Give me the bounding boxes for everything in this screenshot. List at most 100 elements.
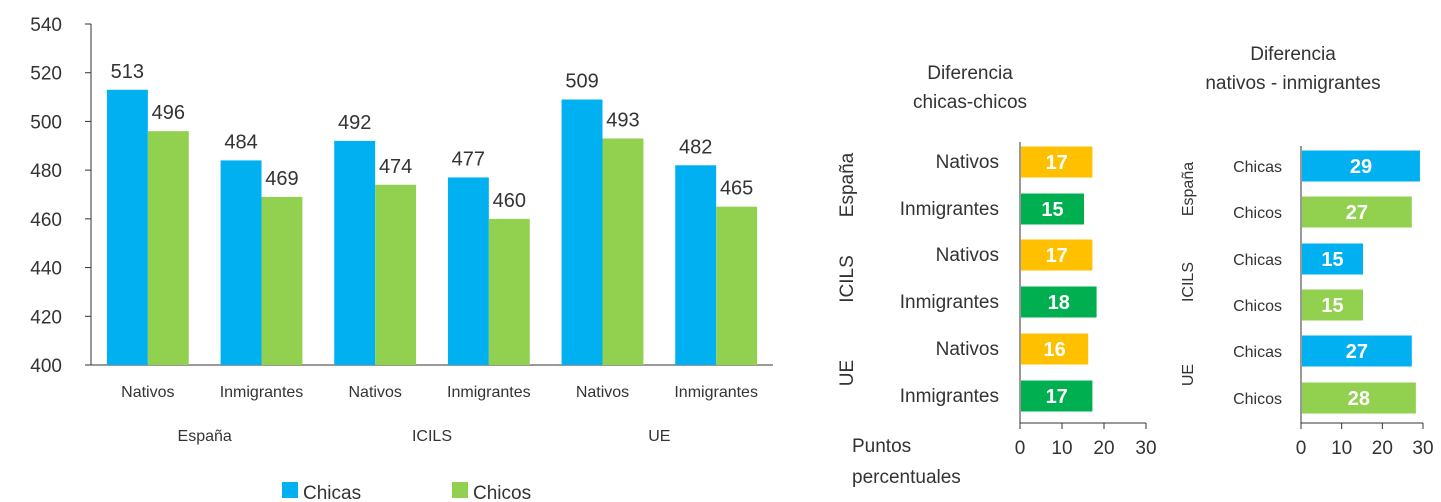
data-label: 17 [1046, 245, 1068, 267]
data-label: 28 [1348, 388, 1370, 410]
data-label: 496 [152, 102, 185, 124]
category-label: Nativos [348, 384, 401, 401]
data-label: 29 [1350, 156, 1372, 178]
chart-title: nativos - inmigrantes [1205, 73, 1380, 94]
x-tick-label: 10 [1051, 438, 1072, 459]
x-axis-label: percentuales [852, 467, 961, 488]
data-label: 493 [606, 109, 639, 131]
y-tick-label: 400 [30, 356, 62, 377]
category-label: Chicos [1233, 298, 1282, 315]
data-label: 492 [338, 112, 371, 134]
middle-chart: Diferencia chicas-chicos 0 10 20 30 17 Nativos 1… [837, 63, 1157, 488]
group-label: ICILS [837, 255, 858, 303]
bar-chicas [220, 160, 262, 365]
category-label: Nativos [936, 152, 999, 173]
chart-title: Diferencia [927, 63, 1013, 84]
bar-chicos [375, 184, 417, 365]
data-label: 27 [1346, 202, 1368, 224]
x-axis-label: Puntos [852, 436, 911, 457]
x-tick-label: 20 [1372, 438, 1393, 459]
data-label: 15 [1041, 199, 1063, 221]
data-label: 482 [679, 136, 712, 158]
bar [1021, 239, 1093, 271]
bar-chicas [561, 99, 603, 365]
category-label: Inmigrantes [674, 384, 758, 401]
bar-chicos [716, 206, 758, 365]
data-label: 17 [1046, 152, 1068, 174]
x-tick-label: 10 [1331, 438, 1352, 459]
y-tick-label: 440 [30, 259, 62, 280]
bar-chicos [602, 138, 644, 365]
bar-chicas [106, 89, 148, 365]
legend-label: Chicas [303, 483, 361, 502]
bar [1021, 286, 1097, 318]
data-label: 477 [452, 148, 485, 170]
bar-chicas [447, 177, 489, 365]
group-label: UE [1180, 364, 1197, 386]
x-tick-label: 30 [1412, 438, 1433, 459]
bar [1021, 193, 1084, 225]
category-label: Nativos [576, 384, 629, 401]
data-label: 513 [111, 61, 144, 83]
bar [1302, 243, 1363, 275]
data-label: 465 [720, 178, 753, 200]
bar [1302, 289, 1363, 321]
legend-swatch-chicas [282, 482, 298, 498]
category-label: Chicos [1233, 205, 1282, 222]
group-label: España [178, 428, 232, 445]
category-label: Chicos [1233, 391, 1282, 408]
data-label: 484 [224, 131, 257, 153]
y-tick-label: 540 [30, 15, 62, 36]
bar-chicas [675, 165, 717, 365]
data-label: 27 [1346, 341, 1368, 363]
bar [1302, 196, 1412, 228]
group-label: UE [648, 428, 670, 445]
group-label: ICILS [412, 428, 452, 445]
bar [1302, 382, 1416, 414]
bar [1021, 380, 1093, 412]
y-tick-label: 520 [30, 64, 62, 85]
category-label: Inmigrantes [447, 384, 531, 401]
data-label: 18 [1048, 292, 1070, 314]
data-label: 15 [1321, 295, 1343, 317]
bar-chicos [488, 218, 530, 365]
left-chart: 400 420 440 460 480 500 520 540 513 496 Nativos 484… [30, 15, 773, 502]
y-tick-label: 420 [30, 307, 62, 328]
data-label: 16 [1043, 339, 1065, 361]
data-label: 15 [1321, 249, 1343, 271]
data-label: 460 [493, 190, 526, 212]
y-tick-label: 480 [30, 161, 62, 182]
category-label: Chicas [1233, 344, 1282, 361]
bar-chicas [334, 140, 376, 365]
category-label: Nativos [936, 245, 999, 266]
chart-title: Diferencia [1250, 44, 1336, 65]
category-label: Inmigrantes [220, 384, 304, 401]
legend-label: Chicos [473, 483, 531, 502]
y-tick-label: 460 [30, 210, 62, 231]
bar-chicos [261, 196, 303, 365]
x-tick-label: 20 [1093, 438, 1114, 459]
bar-chicos [147, 131, 189, 365]
category-label: Inmigrantes [900, 199, 999, 220]
bar [1021, 146, 1093, 178]
category-label: Chicas [1233, 159, 1282, 176]
category-label: Chicas [1233, 252, 1282, 269]
x-tick-label: 0 [1015, 438, 1026, 459]
group-label: España [1180, 162, 1197, 216]
y-tick-label: 500 [30, 112, 62, 133]
category-label: Inmigrantes [900, 386, 999, 407]
category-label: Nativos [936, 339, 999, 360]
bar [1302, 150, 1420, 182]
group-label: ICILS [1180, 262, 1197, 302]
bar [1302, 335, 1412, 367]
group-label: UE [837, 360, 858, 386]
bar [1021, 333, 1089, 365]
data-label: 469 [265, 168, 298, 190]
data-label: 474 [379, 156, 412, 178]
category-label: Nativos [121, 384, 174, 401]
legend-swatch-chicos [452, 482, 468, 498]
x-tick-label: 0 [1296, 438, 1307, 459]
chart-title: chicas-chicos [913, 92, 1027, 113]
right-chart: Diferencia nativos - inmigrantes 0 10 20 30 29… [1180, 44, 1434, 459]
